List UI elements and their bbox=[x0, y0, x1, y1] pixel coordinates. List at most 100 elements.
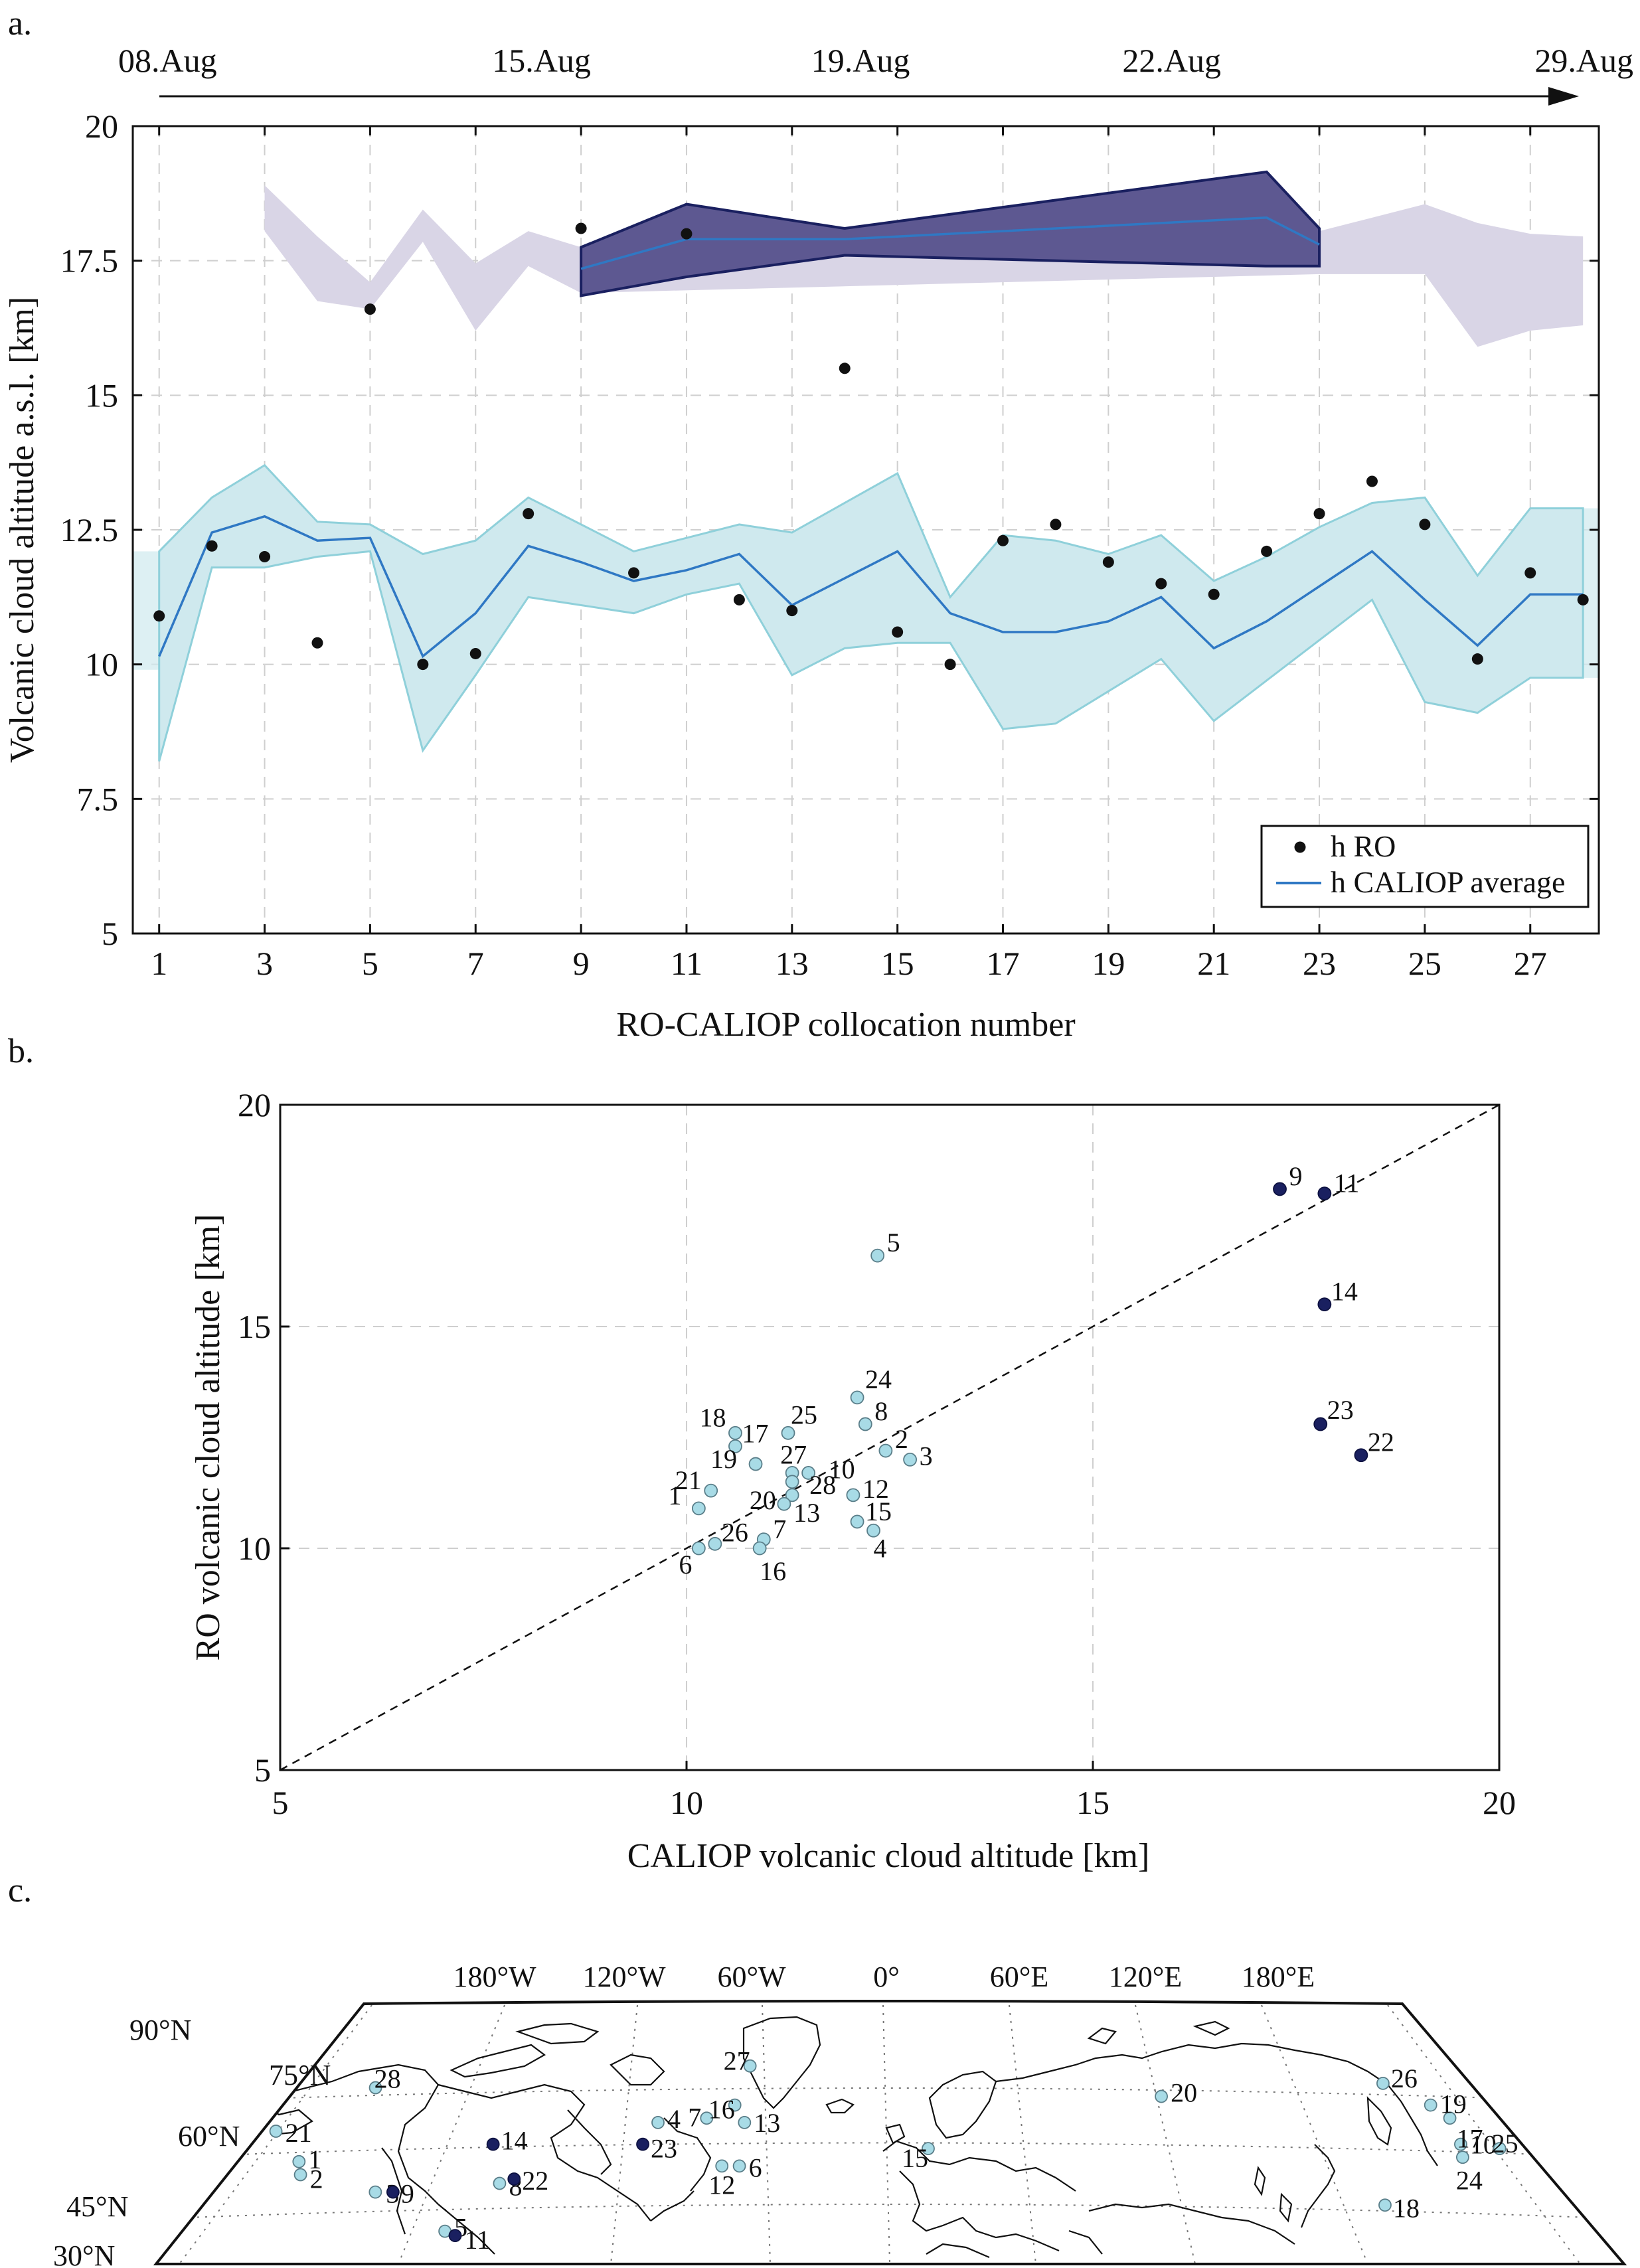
scatter-point bbox=[691, 1501, 706, 1516]
x-tick-label: 25 bbox=[1408, 945, 1441, 982]
panel-c-letter: c. bbox=[8, 1872, 32, 1909]
ro-point bbox=[628, 567, 640, 579]
y-tick-label: 15 bbox=[85, 376, 118, 414]
map-point bbox=[1443, 2111, 1457, 2125]
coastlines bbox=[265, 2016, 1438, 2259]
scatter-point-label: 15 bbox=[865, 1497, 892, 1526]
scatter-point-label: 24 bbox=[865, 1364, 892, 1394]
map-point bbox=[507, 2172, 521, 2186]
scatter-point bbox=[878, 1443, 893, 1458]
y-tick-label: 15 bbox=[238, 1308, 271, 1345]
panel-a-xlabel: RO-CALIOP collocation number bbox=[616, 1006, 1075, 1044]
scatter-point-label: 1 bbox=[668, 1481, 681, 1510]
ro-point bbox=[1471, 653, 1483, 665]
scatter-point-label: 28 bbox=[809, 1470, 836, 1500]
scatter-point bbox=[785, 1488, 799, 1502]
ro-point bbox=[1419, 519, 1431, 530]
date-label: 19.Aug bbox=[811, 42, 910, 79]
map-point-label: 4 bbox=[667, 2104, 681, 2134]
lon-label-120w: 120°W bbox=[582, 1961, 666, 1993]
y-tick-label: 10 bbox=[238, 1530, 271, 1567]
map-point bbox=[651, 2115, 665, 2129]
scatter-point bbox=[691, 1541, 706, 1556]
map-points: 1234567891011121314151617181920212223242… bbox=[269, 2046, 1518, 2255]
lon-label-180w: 180°W bbox=[453, 1961, 536, 1993]
panel-a-points bbox=[153, 222, 1589, 671]
date-label: 08.Aug bbox=[118, 42, 217, 79]
x-tick-label: 27 bbox=[1514, 945, 1547, 982]
legend-box bbox=[1260, 825, 1590, 908]
map-point-label: 19 bbox=[1440, 2089, 1467, 2119]
lat-label-90n: 90°N bbox=[129, 2014, 191, 2046]
map-point bbox=[715, 2159, 729, 2173]
map-lon-labels: 180°W 120°W 60°W 0° 60°E 120°E 180°E bbox=[453, 1961, 1315, 1993]
map-point-label: 18 bbox=[1393, 2193, 1420, 2223]
map-graticule bbox=[179, 2004, 1591, 2264]
scatter-point-label: 6 bbox=[679, 1550, 692, 1580]
map-point bbox=[1493, 2142, 1507, 2156]
ro-point bbox=[417, 659, 429, 671]
caliop-average-line bbox=[158, 515, 1584, 659]
map-point-label: 15 bbox=[902, 2143, 928, 2173]
map-point-label: 2 bbox=[310, 2164, 323, 2194]
lon-label-0: 0° bbox=[873, 1961, 900, 1993]
y-tick-label: 20 bbox=[238, 1086, 271, 1123]
upper-cloud-range-band bbox=[264, 185, 1584, 347]
ro-point bbox=[892, 626, 904, 638]
y-tick-label: 5 bbox=[254, 1751, 271, 1789]
map-lat-labels: 90°N 75°N 60°N 45°N 30°N bbox=[53, 2014, 331, 2268]
panel-b-xlabel: CALIOP volcanic cloud altitude [km] bbox=[627, 1837, 1150, 1875]
map-point bbox=[292, 2154, 306, 2168]
ro-point bbox=[1577, 594, 1589, 606]
scatter-point bbox=[846, 1488, 861, 1502]
lon-label-120e: 120°E bbox=[1109, 1961, 1182, 1993]
x-tick-label: 5 bbox=[272, 1784, 289, 1821]
date-label: 29.Aug bbox=[1534, 42, 1633, 79]
map-point-label: 21 bbox=[286, 2118, 312, 2148]
panel-a-letter: a. bbox=[8, 5, 32, 42]
map-point-label: 13 bbox=[754, 2108, 780, 2138]
panel-b: b. 1234567891011121314151617181920212223… bbox=[8, 1032, 1516, 1875]
map-point bbox=[732, 2159, 746, 2173]
map-point bbox=[269, 2125, 283, 2138]
map-point-label: 10 bbox=[1470, 2130, 1497, 2160]
y-tick-label: 5 bbox=[102, 915, 118, 952]
ro-point bbox=[1313, 508, 1325, 520]
scatter-point bbox=[728, 1425, 742, 1440]
map-point-label: 17 bbox=[1457, 2123, 1483, 2153]
identity-line bbox=[280, 1103, 1500, 1771]
lon-label-60w: 60°W bbox=[717, 1961, 786, 1993]
date-label: 15.Aug bbox=[492, 42, 591, 79]
ro-point bbox=[733, 594, 745, 606]
panel-b-axes-frame bbox=[279, 1103, 1501, 1771]
map-point-label: 12 bbox=[708, 2170, 735, 2200]
scatter-point bbox=[801, 1466, 815, 1480]
x-tick-label: 19 bbox=[1092, 945, 1125, 982]
map-point bbox=[486, 2137, 500, 2151]
map-area bbox=[179, 2004, 1591, 2264]
date-label: 22.Aug bbox=[1122, 42, 1221, 79]
scatter-point bbox=[704, 1483, 718, 1498]
ro-point bbox=[997, 534, 1009, 546]
scatter-point bbox=[870, 1248, 885, 1263]
map-point bbox=[700, 2111, 714, 2125]
x-tick-label: 20 bbox=[1483, 1784, 1516, 1821]
x-tick-label: 1 bbox=[151, 945, 167, 982]
y-tick-label: 20 bbox=[85, 108, 118, 145]
map-point-label: 27 bbox=[724, 2046, 750, 2076]
legend: h RO h CALIOP average bbox=[1260, 825, 1590, 908]
lat-label-60n: 60°N bbox=[178, 2120, 240, 2152]
panel-a-bands bbox=[133, 170, 1599, 762]
ro-point bbox=[839, 363, 851, 374]
scatter-point-label: 11 bbox=[1334, 1169, 1360, 1198]
ro-point bbox=[311, 637, 323, 649]
date-axis: 08.Aug 15.Aug 19.Aug 22.Aug 29.Aug bbox=[118, 42, 1633, 79]
scatter-point-label: 8 bbox=[874, 1396, 888, 1426]
scatter-point bbox=[1273, 1182, 1287, 1196]
scatter-point-label: 4 bbox=[874, 1533, 887, 1563]
scatter-point-label: 17 bbox=[742, 1418, 768, 1448]
scatter-point bbox=[781, 1425, 795, 1440]
ro-point bbox=[1366, 475, 1378, 487]
